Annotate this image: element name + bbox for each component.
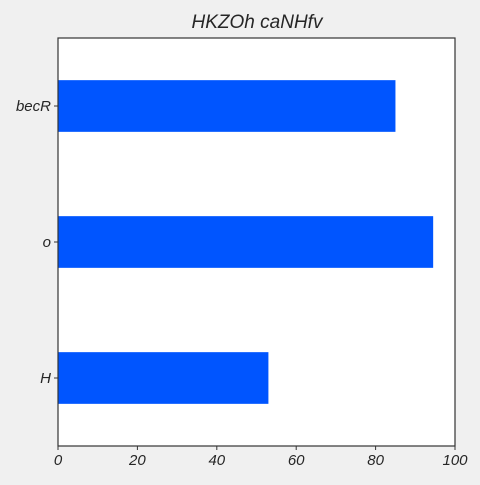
x-axis-ticks: 0 20 40 60 80 100 [54, 446, 468, 469]
x-tick-label: 40 [208, 452, 225, 469]
y-tick-label: o [43, 234, 51, 251]
x-tick-label: 100 [442, 452, 468, 469]
bar-o [58, 216, 434, 268]
bar-H [58, 352, 269, 404]
x-tick-label: 0 [54, 452, 63, 469]
y-tick-label: becR [16, 98, 51, 115]
x-tick-label: 60 [288, 452, 305, 469]
chart-title: HKZOh caNHfv [192, 12, 324, 33]
y-axis-ticks: becR o H [16, 98, 58, 387]
bar-becR [58, 80, 396, 132]
x-tick-label: 80 [367, 452, 384, 469]
y-tick-label: H [40, 370, 51, 387]
bars-group [58, 80, 434, 404]
x-tick-label: 20 [128, 452, 146, 469]
